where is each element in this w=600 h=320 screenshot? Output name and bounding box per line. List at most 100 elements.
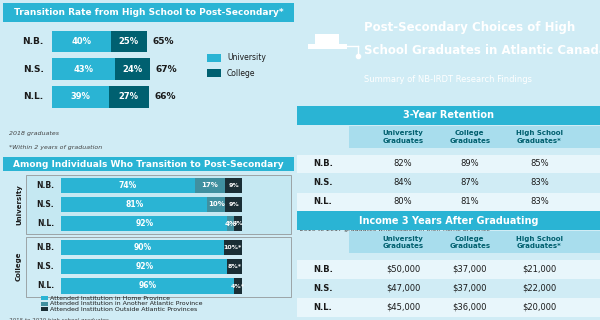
Text: N.L.: N.L. bbox=[313, 303, 332, 312]
Bar bbox=[297, 279, 600, 298]
Text: N.B.: N.B. bbox=[36, 181, 54, 190]
Text: $45,000: $45,000 bbox=[386, 303, 420, 312]
Bar bbox=[26, 175, 291, 234]
Text: University
Graduates: University Graduates bbox=[382, 236, 424, 249]
Text: N.L.: N.L. bbox=[37, 219, 54, 228]
Text: 85%: 85% bbox=[530, 159, 549, 168]
Text: 40%: 40% bbox=[71, 37, 92, 46]
Bar bbox=[208, 197, 226, 212]
Text: 96%: 96% bbox=[139, 282, 157, 291]
Text: N.B.: N.B. bbox=[36, 243, 54, 252]
Bar bbox=[308, 44, 347, 49]
Text: University
Graduates: University Graduates bbox=[382, 130, 424, 143]
Text: $21,000: $21,000 bbox=[522, 265, 557, 274]
Text: N.L.: N.L. bbox=[23, 92, 44, 101]
Text: N.S.: N.S. bbox=[36, 262, 54, 271]
Bar bbox=[349, 231, 600, 253]
Bar bbox=[110, 31, 147, 52]
Text: College
Graduates: College Graduates bbox=[449, 130, 490, 143]
Text: N.S.: N.S. bbox=[313, 284, 332, 293]
Text: 3-Year Retention: 3-Year Retention bbox=[403, 110, 494, 120]
Text: 67%: 67% bbox=[156, 65, 178, 74]
Text: N.B.: N.B. bbox=[313, 265, 332, 274]
Text: N.L.: N.L. bbox=[313, 197, 332, 206]
Text: 2015 to 2020 high school graduates: 2015 to 2020 high school graduates bbox=[9, 317, 109, 320]
Text: 9%: 9% bbox=[228, 183, 239, 188]
Bar bbox=[52, 86, 109, 108]
Text: Among Individuals Who Transition to Post-Secondary: Among Individuals Who Transition to Post… bbox=[13, 159, 284, 169]
Bar bbox=[41, 301, 48, 306]
Text: 89%: 89% bbox=[460, 159, 479, 168]
Bar bbox=[206, 54, 221, 61]
Text: 24%: 24% bbox=[122, 65, 143, 74]
Bar bbox=[61, 178, 195, 193]
Text: University: University bbox=[16, 184, 22, 225]
Text: 10%*: 10%* bbox=[223, 245, 242, 250]
Text: 81%: 81% bbox=[460, 197, 479, 206]
Bar bbox=[109, 86, 149, 108]
Text: 92%: 92% bbox=[135, 262, 153, 271]
Bar bbox=[297, 298, 600, 317]
Text: 10%: 10% bbox=[208, 201, 225, 207]
Text: 43%: 43% bbox=[74, 65, 94, 74]
Text: 92%: 92% bbox=[135, 219, 153, 228]
Text: $37,000: $37,000 bbox=[452, 284, 487, 293]
Bar bbox=[61, 197, 208, 212]
Text: 2015 to 2017 graduates who studied in their home province: 2015 to 2017 graduates who studied in th… bbox=[300, 227, 490, 232]
Text: *Within 2 years of graduation: *Within 2 years of graduation bbox=[9, 145, 102, 149]
Text: *High school graduates not pursuing further education: *High school graduates not pursuing furt… bbox=[300, 216, 473, 221]
Text: 17%: 17% bbox=[202, 182, 218, 188]
Bar bbox=[227, 216, 235, 231]
Bar bbox=[297, 260, 600, 279]
Text: High School
Graduates*: High School Graduates* bbox=[516, 130, 563, 143]
Bar bbox=[227, 259, 242, 274]
Text: 83%: 83% bbox=[530, 197, 549, 206]
Bar bbox=[297, 174, 600, 192]
Text: $20,000: $20,000 bbox=[522, 303, 557, 312]
Bar bbox=[349, 126, 600, 148]
Text: $22,000: $22,000 bbox=[522, 284, 557, 293]
Bar bbox=[206, 69, 221, 77]
Text: 74%: 74% bbox=[119, 181, 137, 190]
Text: 9%: 9% bbox=[228, 202, 239, 207]
Bar bbox=[297, 155, 600, 173]
Bar bbox=[61, 240, 224, 255]
Bar bbox=[195, 178, 226, 193]
Text: 81%: 81% bbox=[125, 200, 143, 209]
Text: University: University bbox=[227, 53, 266, 62]
Bar bbox=[61, 278, 235, 294]
Text: 27%: 27% bbox=[119, 92, 139, 101]
Text: N.B.: N.B. bbox=[22, 37, 44, 46]
Text: N.S.: N.S. bbox=[36, 200, 54, 209]
Text: 4%: 4% bbox=[233, 221, 244, 226]
Text: N.B.: N.B. bbox=[313, 159, 332, 168]
Bar bbox=[297, 106, 600, 124]
Text: Transition Rate from High School to Post-Secondary*: Transition Rate from High School to Post… bbox=[14, 8, 283, 17]
Text: 8%*: 8%* bbox=[227, 264, 241, 269]
Text: N.S.: N.S. bbox=[313, 178, 332, 187]
Text: 87%: 87% bbox=[460, 178, 479, 187]
Bar bbox=[61, 216, 227, 231]
Bar bbox=[297, 211, 600, 230]
Text: 2018 graduates: 2018 graduates bbox=[9, 131, 59, 136]
Text: N.L.: N.L. bbox=[37, 282, 54, 291]
Bar bbox=[3, 3, 294, 22]
Text: 83%: 83% bbox=[530, 178, 549, 187]
Text: Attended Institution in Another Atlantic Province: Attended Institution in Another Atlantic… bbox=[50, 301, 203, 306]
Text: 65%: 65% bbox=[153, 37, 175, 46]
Text: 84%: 84% bbox=[394, 178, 412, 187]
Text: Summary of NB-IRDT Research Findings: Summary of NB-IRDT Research Findings bbox=[364, 76, 532, 84]
Bar bbox=[26, 237, 291, 297]
Text: Attended Institution in Home Province: Attended Institution in Home Province bbox=[50, 295, 170, 300]
Text: $36,000: $36,000 bbox=[452, 303, 487, 312]
Bar bbox=[315, 34, 340, 44]
Text: High School
Graduates*: High School Graduates* bbox=[516, 236, 563, 249]
Text: College: College bbox=[227, 68, 256, 77]
Text: 90%: 90% bbox=[133, 243, 151, 252]
Text: Income 3 Years After Graduating: Income 3 Years After Graduating bbox=[359, 216, 538, 226]
Text: 4%: 4% bbox=[225, 220, 237, 227]
Bar bbox=[226, 178, 242, 193]
Text: 25%: 25% bbox=[119, 37, 139, 46]
Bar bbox=[41, 296, 48, 300]
Text: Attended Institution Outside Atlantic Provinces: Attended Institution Outside Atlantic Pr… bbox=[50, 307, 197, 312]
